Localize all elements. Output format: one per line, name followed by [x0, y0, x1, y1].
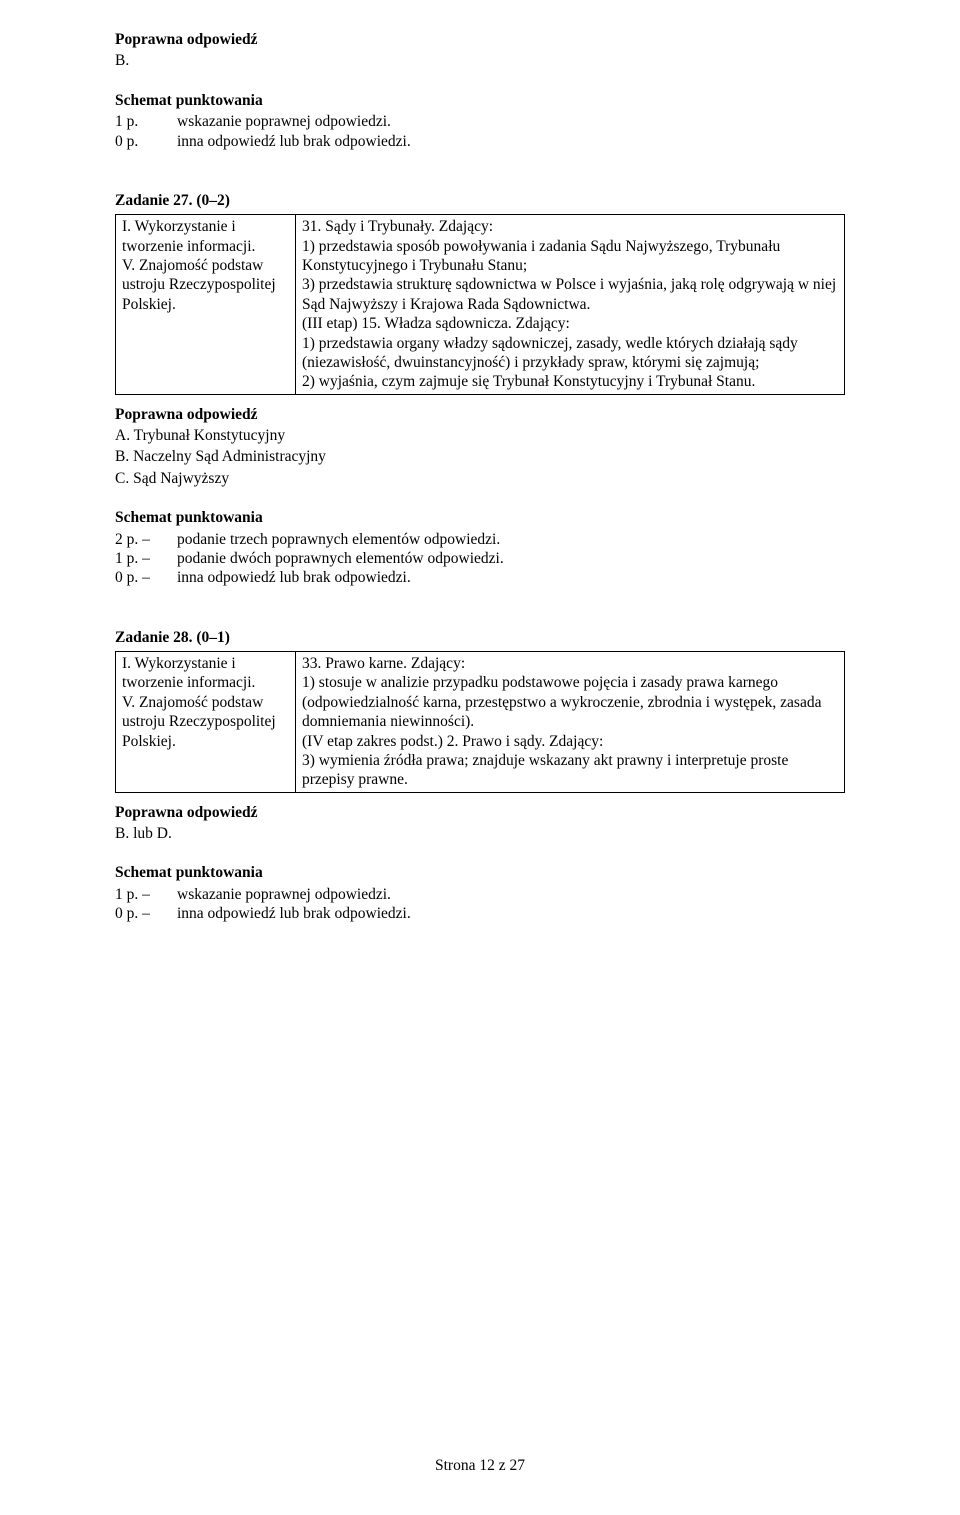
scheme-text: wskazanie poprawnej odpowiedzi.: [177, 885, 845, 904]
scheme-block-27: Schemat punktowania 2 p. – podanie trzec…: [115, 508, 845, 588]
scheme-text: wskazanie poprawnej odpowiedzi.: [177, 112, 845, 131]
answer-heading: Poprawna odpowiedź: [115, 405, 845, 424]
scheme-heading: Schemat punktowania: [115, 863, 845, 882]
scheme-text: inna odpowiedź lub brak odpowiedzi.: [177, 568, 845, 587]
task-table: I. Wykorzystanie i tworzenie informacji.…: [115, 651, 845, 793]
answer-block-27: Poprawna odpowiedź A. Trybunał Konstytuc…: [115, 405, 845, 489]
scheme-row: 1 p. – podanie dwóch poprawnych elementó…: [115, 549, 845, 568]
scheme-label: 1 p. –: [115, 885, 177, 904]
scheme-heading: Schemat punktowania: [115, 91, 845, 110]
scheme-row: 0 p. – inna odpowiedź lub brak odpowiedz…: [115, 904, 845, 923]
task-heading: Zadanie 27. (0–2): [115, 191, 845, 210]
scheme-label: 1 p.: [115, 112, 177, 131]
task-27-block: Zadanie 27. (0–2) I. Wykorzystanie i two…: [115, 191, 845, 395]
scheme-text: podanie dwóch poprawnych elementów odpow…: [177, 549, 845, 568]
scheme-row: 2 p. – podanie trzech poprawnych element…: [115, 530, 845, 549]
scheme-row: 0 p. inna odpowiedź lub brak odpowiedzi.: [115, 132, 845, 151]
task-left-cell: I. Wykorzystanie i tworzenie informacji.…: [116, 215, 296, 394]
scheme-heading: Schemat punktowania: [115, 508, 845, 527]
answer-line-a: A. Trybunał Konstytucyjny: [115, 426, 845, 445]
scheme-row: 0 p. – inna odpowiedź lub brak odpowiedz…: [115, 568, 845, 587]
scheme-text: podanie trzech poprawnych elementów odpo…: [177, 530, 845, 549]
scheme-block-1: Schemat punktowania 1 p. wskazanie popra…: [115, 91, 845, 151]
scheme-row: 1 p. – wskazanie poprawnej odpowiedzi.: [115, 885, 845, 904]
answer-block-28: Poprawna odpowiedź B. lub D.: [115, 803, 845, 844]
scheme-block-28: Schemat punktowania 1 p. – wskazanie pop…: [115, 863, 845, 923]
answer-text: B.: [115, 51, 845, 70]
task-table: I. Wykorzystanie i tworzenie informacji.…: [115, 214, 845, 394]
scheme-row: 1 p. wskazanie poprawnej odpowiedzi.: [115, 112, 845, 131]
scheme-label: 2 p. –: [115, 530, 177, 549]
answer-heading: Poprawna odpowiedź: [115, 30, 845, 49]
scheme-label: 0 p. –: [115, 568, 177, 587]
answer-heading: Poprawna odpowiedź: [115, 803, 845, 822]
task-right-cell: 31. Sądy i Trybunały. Zdający: 1) przeds…: [296, 215, 845, 394]
scheme-text: inna odpowiedź lub brak odpowiedzi.: [177, 132, 845, 151]
answer-text: B. lub D.: [115, 824, 845, 843]
scheme-label: 1 p. –: [115, 549, 177, 568]
task-heading: Zadanie 28. (0–1): [115, 628, 845, 647]
task-left-cell: I. Wykorzystanie i tworzenie informacji.…: [116, 652, 296, 793]
scheme-label: 0 p.: [115, 132, 177, 151]
page: Poprawna odpowiedź B. Schemat punktowani…: [0, 0, 960, 1515]
answer-block-1: Poprawna odpowiedź B.: [115, 30, 845, 71]
scheme-label: 0 p. –: [115, 904, 177, 923]
answer-line-c: C. Sąd Najwyższy: [115, 469, 845, 488]
answer-line-b: B. Naczelny Sąd Administracyjny: [115, 447, 845, 466]
page-footer: Strona 12 z 27: [0, 1456, 960, 1475]
task-right-cell: 33. Prawo karne. Zdający: 1) stosuje w a…: [296, 652, 845, 793]
task-28-block: Zadanie 28. (0–1) I. Wykorzystanie i two…: [115, 628, 845, 793]
scheme-text: inna odpowiedź lub brak odpowiedzi.: [177, 904, 845, 923]
